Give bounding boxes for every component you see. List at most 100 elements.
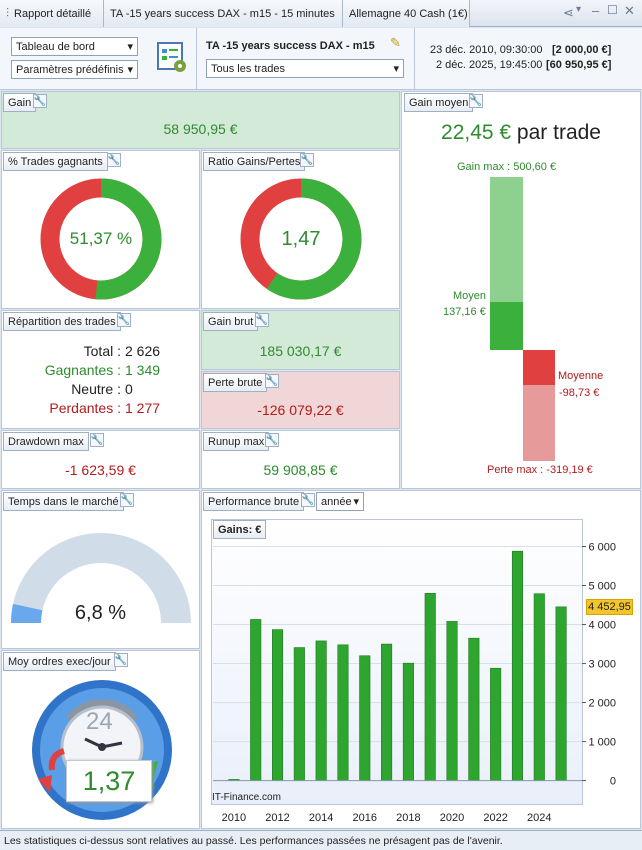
wrench-icon[interactable]: 🔧 bbox=[90, 433, 104, 447]
params-select[interactable]: Paramètres prédéfinis ▾ bbox=[11, 60, 138, 79]
x-tick-label: 2024 bbox=[527, 812, 551, 824]
end-capital: [60 950,95 €] bbox=[546, 59, 612, 71]
ratio-value: 1,47 bbox=[281, 228, 321, 250]
x-tick-label: 2012 bbox=[265, 812, 289, 824]
chevron-down-icon: ▾ bbox=[353, 496, 359, 508]
params-select-value: Paramètres prédéfinis bbox=[16, 63, 124, 76]
wrench-icon[interactable]: 🔧 bbox=[300, 153, 314, 167]
drawdown-label: Drawdown max bbox=[3, 432, 89, 451]
report-settings-icon[interactable] bbox=[155, 40, 189, 74]
loss-count-value: 1 277 bbox=[125, 400, 161, 416]
y-tick-label: 5 000 bbox=[588, 581, 616, 593]
bar-2017 bbox=[381, 643, 393, 781]
win-count-value: 1 349 bbox=[125, 362, 161, 378]
avg-gain-value: 22,45 € bbox=[441, 121, 512, 144]
time-in-market-gauge bbox=[11, 533, 191, 623]
ratio-donut bbox=[240, 178, 362, 300]
y-tick-label: 6 000 bbox=[588, 542, 616, 554]
gain-label: Gain bbox=[3, 93, 37, 112]
y-tick-label: 0 bbox=[610, 776, 616, 788]
gross-gain-label: Gain brut bbox=[203, 312, 259, 331]
tab-instrument-label: Allemagne 40 Cash (1€) bbox=[349, 7, 468, 20]
wrench-icon[interactable]: 🔧 bbox=[301, 493, 315, 507]
wrench-icon[interactable]: 🔧 bbox=[114, 653, 128, 667]
neutral-label: Neutre : bbox=[71, 381, 121, 397]
y-tick-label: 3 000 bbox=[588, 659, 616, 671]
last-value-label: 4 452,95 bbox=[586, 598, 633, 615]
period-select[interactable]: année ▾ bbox=[316, 492, 364, 511]
y-tick-label: 2 000 bbox=[588, 698, 616, 710]
edit-icon[interactable]: ✎ bbox=[390, 35, 401, 50]
tab-strategy-label: TA -15 years success DAX - m15 - 15 minu… bbox=[110, 7, 335, 20]
runup-label: Runup max bbox=[203, 432, 270, 451]
tab-strategy[interactable]: TA -15 years success DAX - m15 - 15 minu… bbox=[104, 0, 343, 27]
ratio-label: Ratio Gains/Pertes bbox=[203, 152, 306, 171]
performance-chart: 0 1 000 2 000 3 000 4 000 5 000 6 000 2010 2012 2… bbox=[213, 542, 616, 824]
wrench-icon[interactable]: 🔧 bbox=[469, 94, 483, 108]
chevron-down-icon: ▾ bbox=[393, 63, 399, 75]
avg-gain-suffix: par trade bbox=[511, 121, 601, 144]
x-tick-label: 2016 bbox=[353, 812, 377, 824]
chevron-down-icon: ▾ bbox=[127, 41, 133, 53]
avg-gain-label: Gain moyen bbox=[404, 93, 474, 112]
watermark: IT-Finance.com bbox=[212, 792, 281, 803]
win-pct-value: 51,37 % bbox=[69, 229, 133, 248]
dashboard-select-value: Tableau de bord bbox=[16, 40, 95, 53]
trades-select[interactable]: Tous les trades ▾ bbox=[206, 59, 404, 78]
gain-panel bbox=[1, 91, 400, 149]
loss-max-label: Perte max : -319,19 € bbox=[487, 464, 593, 476]
chevron-down-icon: ▾ bbox=[127, 64, 133, 76]
y-tick-label: 4 000 bbox=[588, 620, 616, 632]
tab-report[interactable]: ⫶ Rapport détaillé bbox=[0, 0, 104, 27]
y-tick-label: 1 000 bbox=[588, 737, 616, 749]
win-donut-win bbox=[40, 178, 162, 300]
gain-max-label: Gain max : 500,60 € bbox=[457, 161, 557, 173]
dashboard-select[interactable]: Tableau de bord ▾ bbox=[11, 37, 138, 56]
wrench-icon[interactable]: 🔧 bbox=[33, 94, 47, 108]
wrench-icon[interactable]: 🔧 bbox=[265, 374, 279, 388]
close-icon[interactable]: ✕ bbox=[624, 3, 635, 18]
tab-report-label: Rapport détaillé bbox=[14, 7, 92, 20]
neutral-value: 0 bbox=[125, 381, 133, 397]
gross-loss-label: Perte brute bbox=[203, 373, 268, 392]
chevron-down-icon[interactable]: ▾ bbox=[576, 4, 582, 15]
bar-2016 bbox=[359, 655, 371, 781]
share-icon[interactable]: ⋖ bbox=[563, 5, 574, 20]
trades-select-value: Tous les trades bbox=[211, 62, 285, 75]
wrench-icon[interactable]: 🔧 bbox=[117, 313, 131, 327]
win-pct-label: % Trades gagnants bbox=[3, 152, 108, 171]
chart-ylabel: Gains: € bbox=[213, 520, 267, 539]
loss-count-label: Perdantes : bbox=[49, 400, 121, 416]
time-in-market-label: Temps dans le marché bbox=[3, 492, 124, 511]
bar-2021 bbox=[468, 637, 480, 781]
distribution-label: Répartition des trades bbox=[3, 312, 121, 331]
x-tick-label: 2020 bbox=[440, 812, 464, 824]
bar-2022 bbox=[490, 667, 502, 781]
period-select-value: année bbox=[321, 495, 352, 508]
minimize-icon[interactable]: – bbox=[592, 3, 600, 18]
wrench-icon[interactable]: 🔧 bbox=[255, 313, 269, 327]
wrench-icon[interactable]: 🔧 bbox=[107, 153, 121, 167]
end-date: 2 déc. 2025, 19:45:00 bbox=[436, 59, 543, 71]
loss-avg-value: -98,73 € bbox=[559, 387, 600, 399]
x-tick-label: 2022 bbox=[483, 812, 507, 824]
x-tick-label: 2018 bbox=[396, 812, 420, 824]
gauge-fill bbox=[11, 603, 43, 623]
loss-avg-label: Moyenne bbox=[558, 370, 604, 382]
bar-2011 bbox=[250, 619, 262, 781]
total-label: Total : bbox=[83, 343, 121, 359]
gain-range-bar bbox=[490, 177, 523, 302]
performance-label: Performance brute bbox=[203, 492, 305, 511]
gauge-track bbox=[11, 533, 191, 623]
bar-2024 bbox=[533, 593, 545, 781]
wrench-icon[interactable]: 🔧 bbox=[265, 433, 279, 447]
maximize-icon[interactable]: ☐ bbox=[607, 3, 618, 17]
wrench-icon[interactable]: 🔧 bbox=[120, 493, 134, 507]
avg-gain-headline: 22,45 € par trade bbox=[401, 121, 641, 145]
tab-instrument[interactable]: Allemagne 40 Cash (1€) bbox=[343, 0, 470, 27]
report-icon: ⫶ bbox=[6, 6, 10, 20]
ratio-donut-gain bbox=[240, 178, 362, 300]
x-tick-label: 2010 bbox=[222, 812, 246, 824]
gain-avg-value: 137,16 € bbox=[443, 306, 486, 318]
gain-value: 58 950,95 € bbox=[163, 121, 238, 137]
